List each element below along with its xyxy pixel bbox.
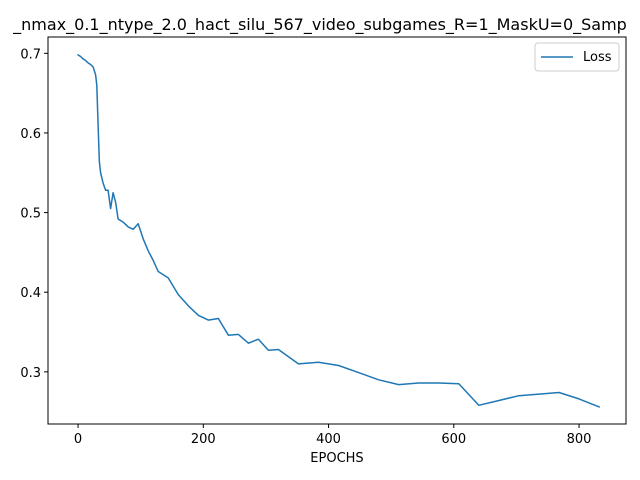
chart-title: _nmax_0.1_ntype_2.0_hact_silu_567_video_… <box>12 15 627 35</box>
x-tick-label: 0 <box>74 432 82 447</box>
x-tick-label: 600 <box>441 432 466 447</box>
legend: Loss <box>534 42 620 72</box>
y-tick-label: 0.3 <box>20 366 41 381</box>
y-axis-ticks: 0.3 0.4 0.5 0.6 0.7 <box>20 47 48 381</box>
series-line-loss <box>77 53 601 408</box>
y-tick-label: 0.7 <box>20 47 41 62</box>
plot-area <box>48 37 626 424</box>
y-tick-label: 0.6 <box>20 127 41 142</box>
x-axis-ticks: 0 200 400 600 800 <box>74 424 592 447</box>
y-tick-label: 0.4 <box>20 286 41 301</box>
x-tick-label: 800 <box>567 432 592 447</box>
plot-frame <box>47 36 627 425</box>
x-tick-label: 400 <box>316 432 341 447</box>
x-tick-label: 200 <box>191 432 216 447</box>
y-tick-label: 0.5 <box>20 207 41 222</box>
x-axis-label: EPOCHS <box>310 451 363 466</box>
series-layer <box>77 53 601 408</box>
legend-box <box>534 42 620 72</box>
legend-label-loss: Loss <box>583 50 612 65</box>
